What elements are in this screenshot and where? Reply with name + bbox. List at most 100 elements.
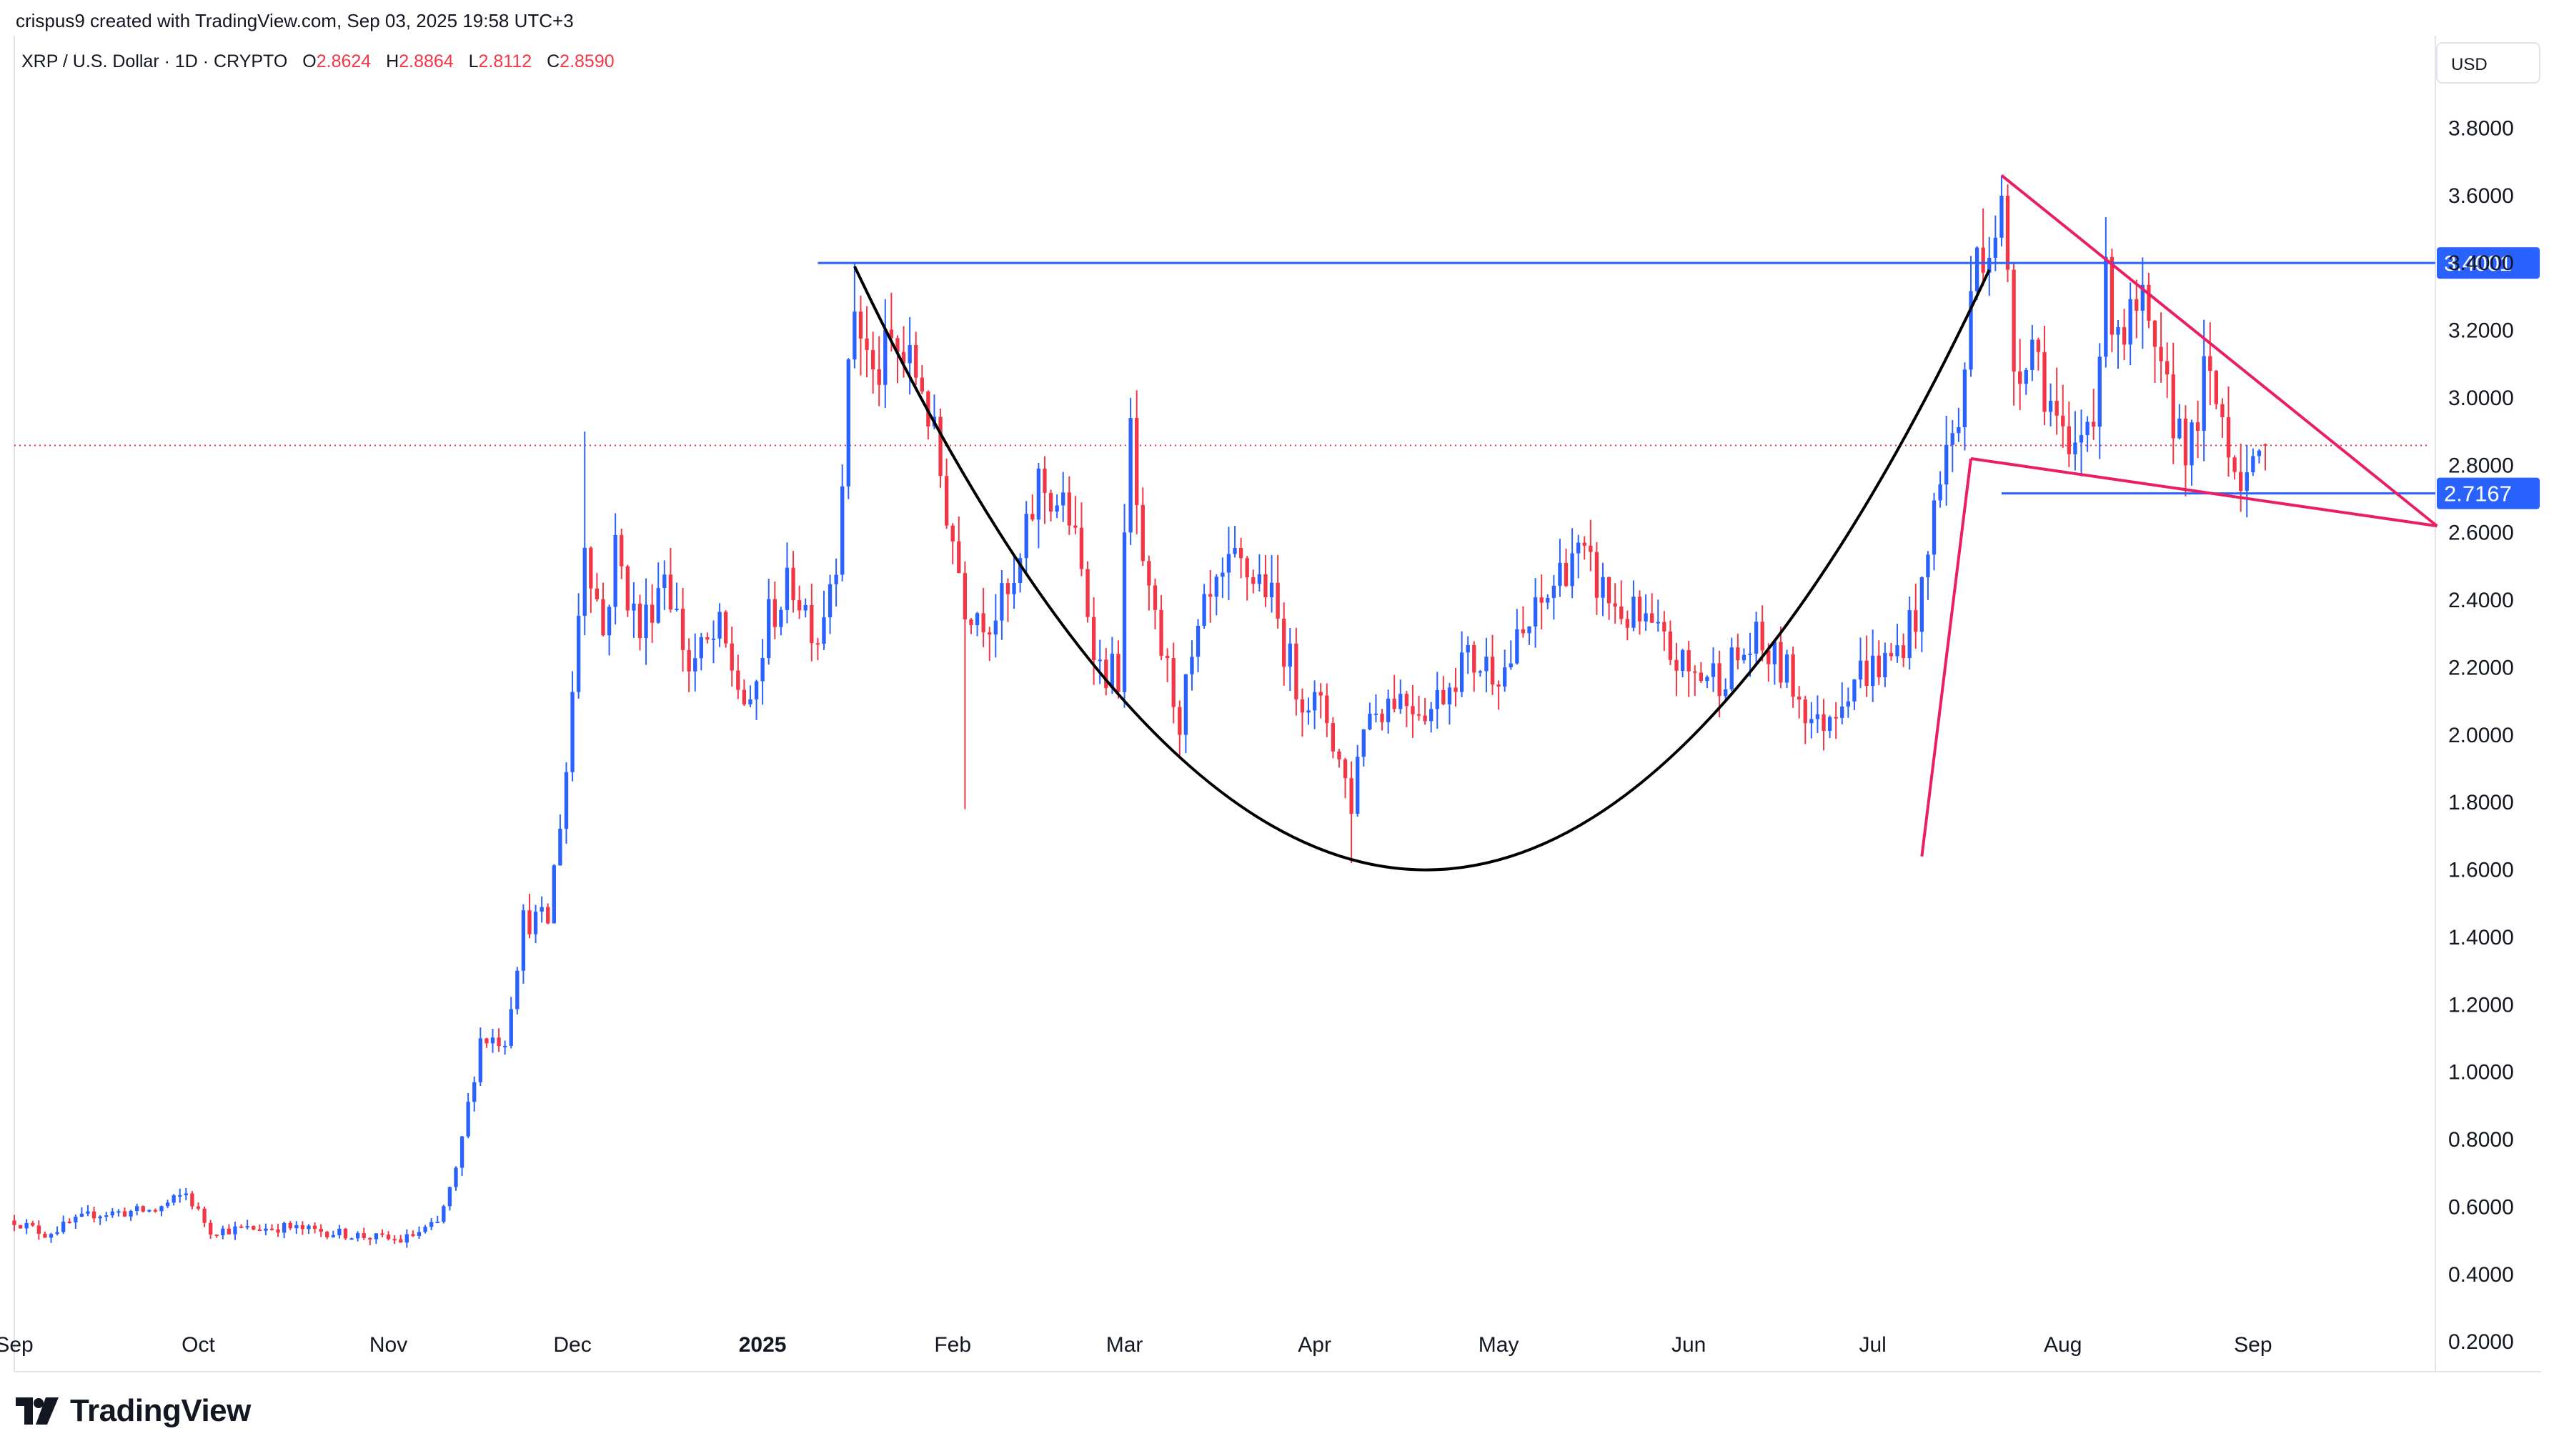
candle-body — [1472, 644, 1476, 673]
candle-body — [1454, 687, 1458, 692]
candle — [1852, 679, 1857, 711]
candle — [1546, 594, 1550, 609]
candle-body — [2152, 320, 2157, 347]
candle — [1061, 472, 1065, 522]
y-tick-label: 3.2000 — [2448, 319, 2514, 343]
candle-body — [1974, 247, 1979, 291]
candle — [601, 582, 605, 637]
candle-body — [1238, 547, 1243, 559]
candle-body — [2024, 370, 2028, 384]
candle — [227, 1224, 232, 1235]
candle-body — [1196, 625, 1201, 657]
candle-body — [1147, 561, 1151, 586]
price-axis[interactable]: 0.2000 0.4000 0.6000 0.8000 1.0000 1.2000 1.40… — [2448, 116, 2514, 1354]
candle-body — [515, 970, 520, 1009]
candle — [2097, 343, 2102, 459]
y-tick-label: 3.6000 — [2448, 184, 2514, 208]
candle — [1085, 561, 1090, 623]
candle — [1416, 695, 1421, 721]
x-tick-label: Aug — [2044, 1333, 2082, 1357]
candle — [1613, 583, 1617, 624]
candle-body — [576, 615, 581, 692]
y-tick-label: 2.2000 — [2448, 656, 2514, 679]
candle-body — [1680, 650, 1685, 671]
wedge-upper-line[interactable] — [2000, 174, 2438, 527]
candle — [2140, 257, 2145, 349]
candle-body — [98, 1216, 102, 1219]
candle-body — [533, 912, 538, 934]
candle-body — [2232, 457, 2237, 472]
candle — [2030, 324, 2034, 382]
candle-body — [1582, 542, 1586, 546]
candle-body — [1245, 558, 1249, 578]
candle — [1098, 639, 1102, 684]
candle — [1791, 647, 1795, 708]
candle — [963, 562, 968, 809]
candle-body — [2128, 299, 2132, 345]
candle — [883, 299, 888, 409]
candle — [564, 762, 569, 844]
y-tick-label: 2.4000 — [2448, 589, 2514, 612]
candle — [404, 1229, 409, 1248]
candle — [981, 587, 985, 647]
candle-body — [582, 547, 587, 616]
candle — [2128, 282, 2132, 366]
candle — [2159, 312, 2163, 383]
candle — [699, 632, 703, 671]
candle-body — [1202, 594, 1206, 626]
candle-body — [1969, 291, 1973, 370]
x-tick-label: Sep — [0, 1333, 34, 1357]
candle — [1325, 683, 1329, 737]
candle — [2208, 322, 2212, 406]
candle-body — [834, 574, 838, 584]
candle — [1527, 626, 1531, 645]
currency-badge[interactable]: USD — [2436, 42, 2540, 84]
level-price-tag — [2437, 247, 2540, 279]
y-tick-label: 1.8000 — [2448, 791, 2514, 814]
candle-body — [2159, 346, 2163, 361]
candle — [43, 1232, 47, 1238]
flagpole-line[interactable] — [1920, 458, 1972, 857]
candle-body — [637, 603, 642, 639]
candle — [485, 1037, 489, 1048]
candle-body — [957, 541, 961, 574]
chart-attribution: crispus9 created with TradingView.com, S… — [16, 10, 574, 31]
candle — [589, 546, 593, 613]
candle-body — [1901, 645, 1906, 659]
candle-body — [895, 338, 900, 352]
candle-body — [2079, 435, 2084, 443]
candle — [1987, 236, 1992, 296]
candle — [772, 581, 777, 639]
horizontal-levels[interactable]: 3.4001 2.7167 — [818, 247, 2540, 509]
candle — [1368, 702, 1372, 731]
candle-body — [392, 1239, 397, 1241]
candle-body — [877, 369, 881, 385]
candle — [478, 1027, 482, 1086]
candle — [1269, 554, 1274, 613]
candle — [502, 1040, 507, 1055]
candle-body — [264, 1228, 268, 1231]
candle-body — [355, 1233, 360, 1239]
candle-body — [1373, 713, 1378, 715]
candle-body — [1226, 554, 1231, 573]
candle-body — [810, 604, 814, 644]
tradingview-logo[interactable]: TradingView — [16, 1393, 251, 1429]
cup-pattern-curve[interactable] — [853, 266, 1991, 872]
pattern-annotations[interactable] — [853, 174, 2438, 872]
candle-body — [1539, 597, 1544, 603]
x-tick-label: Dec — [553, 1333, 591, 1357]
time-axis[interactable]: Sep Oct Nov Dec 2025 Feb Mar Apr May Jun Jul Aug Sep — [0, 1333, 2272, 1357]
candle-body — [252, 1226, 256, 1230]
candle-body — [380, 1233, 384, 1235]
wedge-lower-line[interactable] — [1970, 457, 2438, 528]
candle-body — [466, 1102, 470, 1137]
candle — [1509, 640, 1513, 670]
candle-body — [1840, 706, 1844, 718]
x-tick-label: Oct — [182, 1333, 215, 1357]
candle-body — [343, 1228, 348, 1239]
candle — [355, 1231, 360, 1242]
candle — [172, 1194, 176, 1206]
candle — [91, 1206, 96, 1222]
x-tick-label: Mar — [1106, 1333, 1143, 1357]
